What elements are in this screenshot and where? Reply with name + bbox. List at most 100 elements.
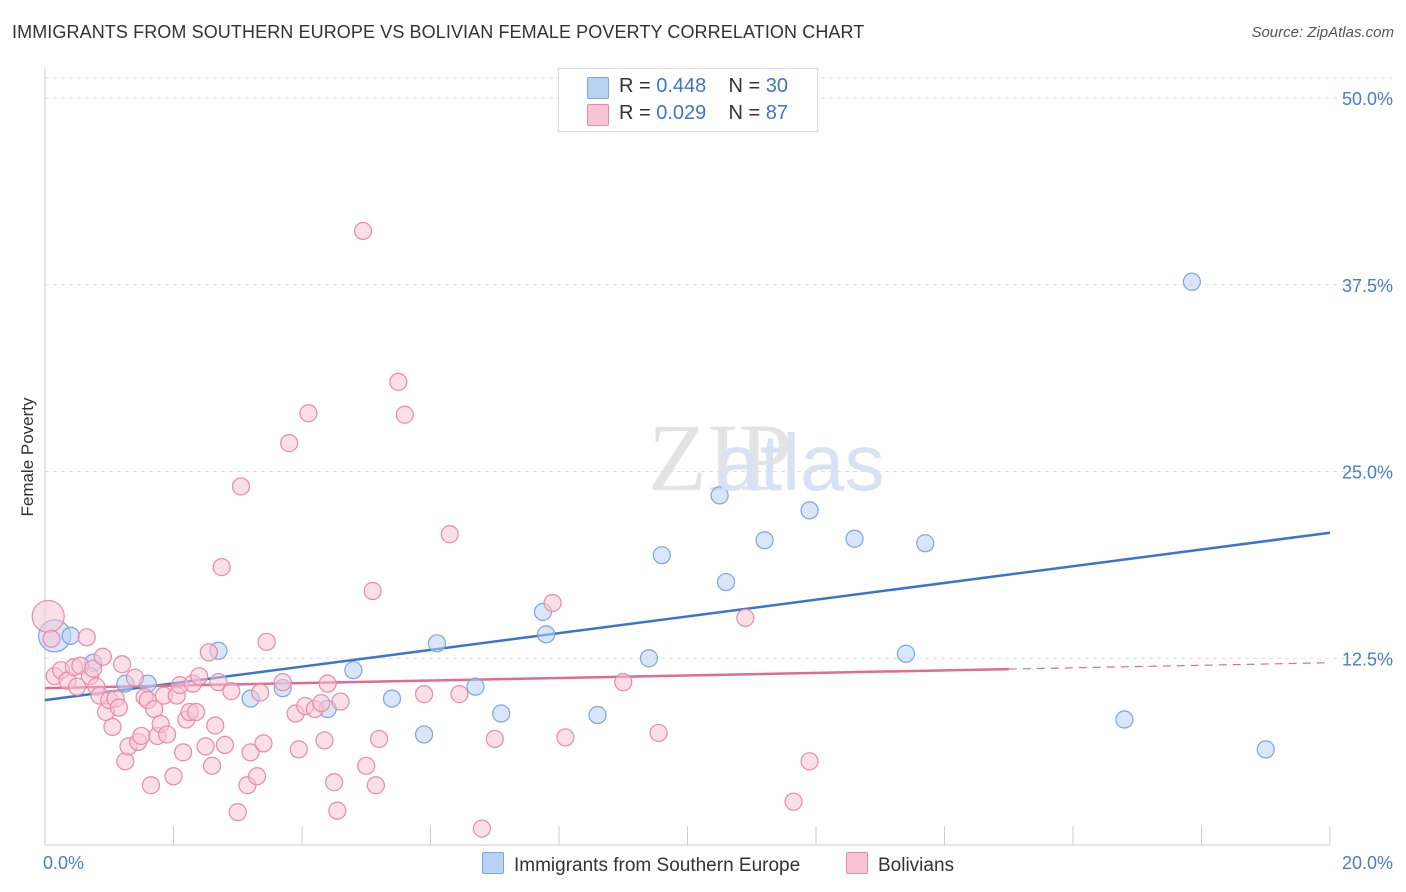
bolivian-point	[254, 734, 273, 753]
chart-source: Source: ZipAtlas.com	[1251, 24, 1394, 41]
bolivian-point	[116, 752, 135, 771]
legend-label: Immigrants from Southern Europe	[514, 855, 801, 876]
y-tick-label: 50.0%	[1342, 89, 1393, 109]
chart-title: IMMIGRANTS FROM SOUTHERN EUROPE VS BOLIV…	[12, 22, 865, 42]
bolivian-point	[353, 221, 373, 241]
southern-europe-point	[755, 531, 774, 550]
southern-europe-point	[710, 486, 729, 505]
southern-europe-point	[344, 661, 363, 680]
bolivian-point	[31, 599, 65, 634]
bolivian-point	[543, 593, 562, 613]
bolivian-point	[800, 752, 819, 771]
bolivian-point	[186, 702, 206, 722]
bolivian-point	[222, 682, 241, 701]
bolivian-trend-line-extension	[1008, 662, 1331, 670]
bolivian-point	[141, 776, 161, 795]
southern-europe-point	[916, 534, 935, 553]
southern-europe-point	[61, 626, 80, 645]
southern-europe-swatch	[587, 77, 609, 99]
southern-europe-point	[845, 529, 864, 548]
bolivian-point	[157, 725, 177, 744]
bolivian-point	[241, 743, 260, 762]
bolivian-point	[414, 685, 434, 704]
bolivian-point	[190, 667, 209, 686]
southern-europe-point	[639, 649, 659, 668]
bolivian-point	[370, 729, 389, 749]
bolivian-point	[325, 773, 344, 792]
bolivian-point	[212, 558, 231, 577]
trend-lines	[44, 531, 1331, 702]
bolivian-point	[209, 673, 228, 692]
bolivian-point	[331, 692, 350, 711]
r-label: R =	[619, 102, 651, 124]
bolivian-point	[257, 632, 276, 651]
southern-europe-point	[382, 689, 402, 708]
bolivian-point	[42, 629, 61, 648]
watermark-atlas: atlas	[716, 418, 885, 507]
gridlines	[45, 77, 1392, 659]
bolivian-point	[199, 643, 218, 662]
bolivian-trend-line	[44, 667, 1009, 690]
bolivian-point	[784, 792, 803, 811]
bolivian-point	[315, 731, 334, 750]
bolivian-point	[736, 608, 755, 628]
bolivian-point	[132, 726, 151, 746]
bolivian-point	[112, 655, 132, 674]
legend-label: Bolivians	[878, 855, 955, 876]
axes	[44, 68, 1331, 846]
bolivian-point	[357, 756, 376, 775]
bolivian-point	[440, 525, 459, 544]
bolivian-point	[228, 803, 247, 822]
southern-europe-point	[716, 572, 736, 592]
bolivian-point	[247, 767, 267, 786]
bolivian-point	[649, 723, 668, 743]
bolivian-point	[312, 693, 331, 713]
bolivian-point	[450, 685, 469, 704]
bolivians-swatch	[587, 104, 609, 126]
bolivian-point	[614, 673, 633, 692]
southern-europe-point	[414, 725, 434, 744]
bolivian-point	[472, 819, 491, 838]
x-tick-label-max: 20.0%	[1342, 853, 1393, 873]
bolivian-point	[109, 698, 128, 717]
bolivian-point	[485, 729, 504, 749]
legend-item-southern-europe[interactable]: Immigrants from Southern Europe	[482, 852, 800, 877]
n-value: 30	[765, 75, 789, 97]
tick-labels: 12.5% 25.0% 37.5% 50.0% 0.0% 20.0%	[43, 89, 1393, 873]
bolivian-point	[77, 628, 96, 647]
bolivian-point	[366, 776, 385, 795]
southern-europe-trend-line	[44, 531, 1331, 702]
southern-europe-point	[652, 546, 671, 565]
bolivian-point	[215, 735, 234, 755]
data-points	[31, 221, 1275, 838]
bolivian-point	[103, 717, 122, 737]
bolivian-point	[84, 659, 103, 678]
southern-europe-point	[537, 625, 556, 644]
r-label: R =	[619, 75, 651, 97]
bolivian-point	[251, 683, 270, 702]
southern-europe-point	[492, 704, 511, 723]
y-tick-label: 12.5%	[1342, 649, 1393, 669]
r-value: 0.448	[656, 75, 707, 97]
n-value: 87	[765, 102, 789, 124]
y-tick-label: 25.0%	[1342, 463, 1393, 483]
bolivian-point	[280, 434, 299, 453]
bolivian-point	[395, 405, 414, 424]
n-label: N =	[728, 75, 761, 97]
bolivian-point	[196, 737, 215, 756]
bolivian-point	[164, 767, 183, 786]
southern-europe-point	[588, 705, 607, 725]
x-tick-label-min: 0.0%	[43, 853, 84, 873]
southern-europe-point	[896, 644, 916, 663]
r-value: 0.029	[656, 102, 707, 124]
bolivian-point	[231, 477, 251, 496]
n-label: N =	[728, 102, 761, 124]
legend-item-bolivians[interactable]: Bolivians	[846, 852, 954, 877]
bolivian-point	[202, 756, 222, 775]
bolivian-point	[125, 668, 145, 687]
bolivian-point	[363, 581, 382, 601]
bolivians-legend-swatch	[846, 852, 868, 874]
bolivian-point	[389, 372, 408, 391]
y-tick-label: 37.5%	[1342, 276, 1393, 296]
